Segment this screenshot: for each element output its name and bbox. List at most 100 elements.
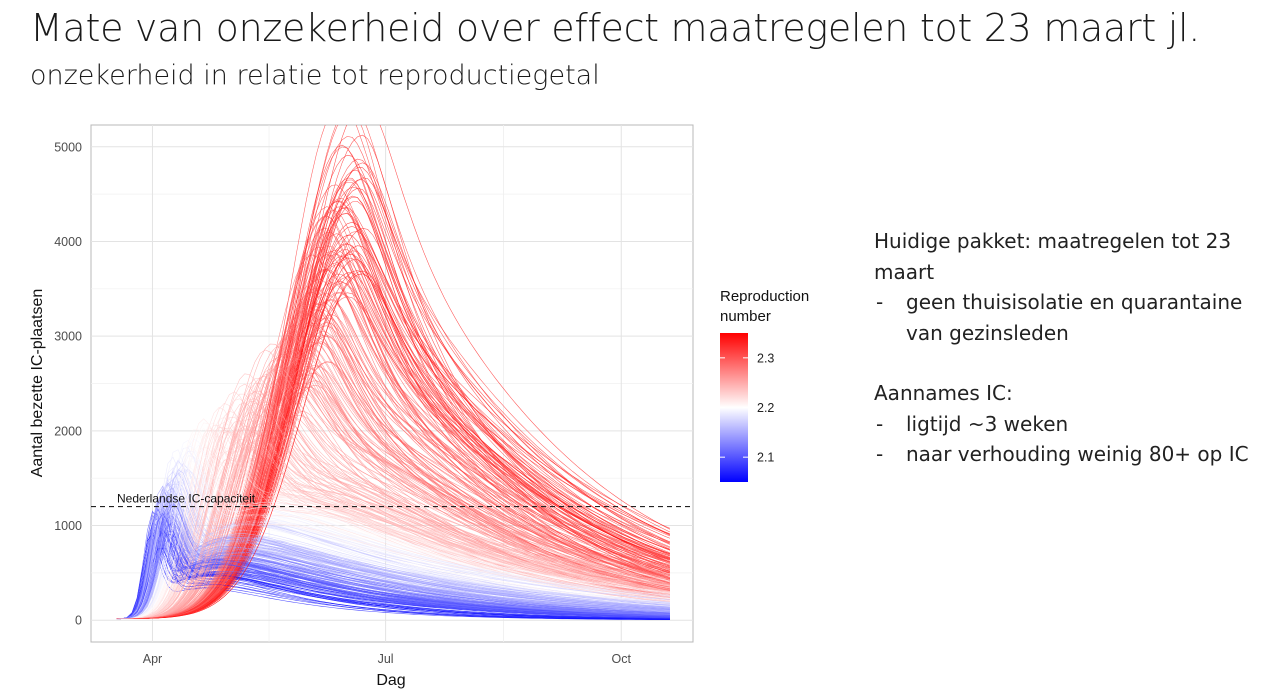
series-line (116, 480, 670, 620)
series-line (116, 448, 670, 620)
series-line (116, 125, 670, 619)
series-line (116, 449, 670, 620)
slide-subtitle: onzekerheid in relatie tot reproductiege… (30, 60, 600, 91)
series-line (116, 516, 670, 620)
series-line (116, 469, 670, 620)
series-line (116, 424, 670, 620)
notes-list-ic: ligtijd ~3 weken naar verhouding weinig … (874, 409, 1259, 470)
x-tick-label: Apr (143, 652, 162, 666)
series-line (116, 293, 670, 619)
series-line (116, 245, 671, 619)
notes-list-measures: geen thuisisolatie en quarantaine van ge… (874, 287, 1259, 348)
series-line (116, 368, 670, 620)
series-line (116, 513, 670, 620)
series-line (116, 440, 670, 620)
series-line (116, 299, 670, 619)
series-line (116, 533, 670, 620)
series-line (116, 287, 670, 619)
series-line (116, 438, 670, 620)
series-line (116, 429, 670, 620)
series-line (116, 391, 670, 620)
series-line (116, 144, 671, 619)
legend-tick-label: 2.1 (757, 451, 774, 465)
series-line (116, 253, 670, 619)
series-line (116, 506, 670, 620)
series-line (116, 548, 670, 620)
y-tick-label: 4000 (54, 235, 82, 249)
series-line (116, 485, 670, 620)
series-line (116, 417, 670, 620)
y-tick-label: 0 (75, 614, 82, 628)
series-line (116, 253, 671, 619)
series-line (116, 402, 670, 620)
series-line (116, 425, 670, 620)
y-tick-labels: 0 1000 2000 3000 4000 5000 (54, 140, 82, 627)
series-line (116, 385, 670, 620)
series-line (116, 273, 670, 619)
series-line (116, 210, 670, 619)
series-line (116, 349, 670, 620)
series-line (116, 479, 670, 620)
series-line (116, 436, 670, 620)
y-tick-label: 5000 (54, 140, 82, 154)
notes-item: geen thuisisolatie en quarantaine van ge… (874, 287, 1259, 348)
slide-title: Mate van onzekerheid over effect maatreg… (30, 6, 1201, 50)
x-axis-label: Dag (376, 672, 405, 689)
x-tick-label: Jul (378, 652, 394, 666)
series-line (116, 418, 670, 620)
series-line (116, 206, 670, 619)
legend-tick-label: 2.3 (757, 351, 774, 365)
notes-heading-measures: Huidige pakket: maatregelen tot 23 maart (874, 229, 1232, 284)
x-tick-labels: Apr Jul Oct (143, 652, 632, 666)
series-line (116, 447, 670, 620)
series-line (116, 512, 670, 620)
series-line (116, 508, 670, 620)
series-line (116, 449, 670, 620)
notes-heading-ic: Aannames IC: (874, 381, 1013, 405)
series-line (116, 448, 670, 620)
series-line (116, 383, 670, 620)
series-line (116, 410, 670, 620)
legend-tick-label: 2.2 (757, 401, 774, 415)
y-tick-label: 3000 (54, 330, 82, 344)
series-line (116, 455, 670, 620)
series-line (116, 334, 670, 620)
series-line (116, 468, 670, 620)
series-line (116, 504, 670, 620)
series-line (116, 487, 670, 620)
series-line (116, 314, 670, 619)
series-line (116, 357, 670, 620)
notes-item: naar verhouding weinig 80+ op IC (874, 439, 1259, 470)
reference-line-label: Nederlandse IC-capaciteit (117, 492, 256, 506)
series-line (116, 456, 670, 620)
y-tick-label: 2000 (54, 424, 82, 438)
series-line (116, 355, 670, 620)
x-tick-label: Oct (612, 652, 632, 666)
series-line (116, 393, 670, 620)
notes-item: ligtijd ~3 weken (874, 409, 1259, 440)
series-line (116, 354, 670, 620)
legend-title: Reproduction number (720, 288, 809, 325)
series-line (116, 255, 670, 619)
y-tick-label: 1000 (54, 519, 82, 533)
series-line (116, 521, 670, 620)
series-line (116, 335, 670, 620)
series-line (116, 468, 670, 620)
series-line (116, 511, 670, 620)
notes-panel: Huidige pakket: maatregelen tot 23 maart… (874, 226, 1259, 470)
series-line (116, 510, 670, 620)
series-line (116, 125, 671, 619)
y-axis-label: Aantal bezette IC-plaatsen (29, 289, 46, 478)
series-line (116, 422, 670, 620)
series-line (116, 456, 670, 620)
series-line (116, 272, 670, 619)
series-line (116, 253, 670, 619)
series-line (116, 422, 670, 620)
legend-ticks: 2.1 2.2 2.3 (720, 351, 774, 465)
series-lines (116, 125, 671, 620)
series-line (116, 470, 670, 620)
series-line (116, 425, 670, 620)
series-line (116, 478, 670, 620)
series-line (116, 374, 670, 620)
